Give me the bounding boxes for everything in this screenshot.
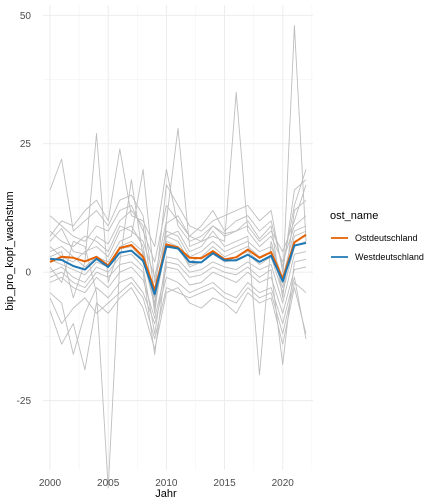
x-tick-labels: 2000 2005 2010 2015 2020	[39, 478, 294, 489]
background-series-line	[49, 199, 307, 314]
highlighted-series-group	[49, 233, 307, 296]
background-series-line	[49, 282, 307, 340]
background-series-line	[49, 148, 307, 253]
y-tick-label: 25	[20, 139, 32, 150]
background-series-line	[49, 240, 307, 307]
y-tick-label: 0	[25, 268, 31, 279]
x-tick-label: 2015	[213, 478, 236, 489]
series-line-westdeutschland	[49, 241, 307, 296]
background-series-line	[49, 287, 307, 371]
background-series-line	[49, 266, 307, 319]
background-series-line	[49, 251, 307, 335]
background-series-line	[49, 276, 307, 355]
background-series-line	[49, 158, 307, 294]
x-tick-label: 2020	[272, 478, 295, 489]
y-tick-label: -25	[17, 396, 32, 407]
legend-title: ost_name	[330, 210, 378, 222]
background-series-line	[49, 91, 307, 278]
legend: ost_name Ostdeutschland Westdeutschland	[330, 210, 424, 262]
x-tick-label: 2005	[97, 478, 120, 489]
y-tick-labels: -25 0 25 50	[17, 11, 32, 407]
background-series-line	[49, 168, 307, 283]
x-axis-title: Jahr	[155, 488, 177, 500]
y-tick-label: 50	[20, 11, 32, 22]
background-series-line	[49, 169, 307, 268]
background-series-line	[49, 25, 307, 376]
legend-label-westdeutschland: Westdeutschland	[355, 252, 424, 262]
x-tick-label: 2010	[155, 478, 178, 489]
y-axis-title: bip_pro_kopf_wachstum	[4, 191, 16, 310]
legend-label-ostdeutschland: Ostdeutschland	[355, 233, 418, 243]
x-tick-label: 2000	[39, 478, 62, 489]
background-series-line	[49, 258, 307, 366]
